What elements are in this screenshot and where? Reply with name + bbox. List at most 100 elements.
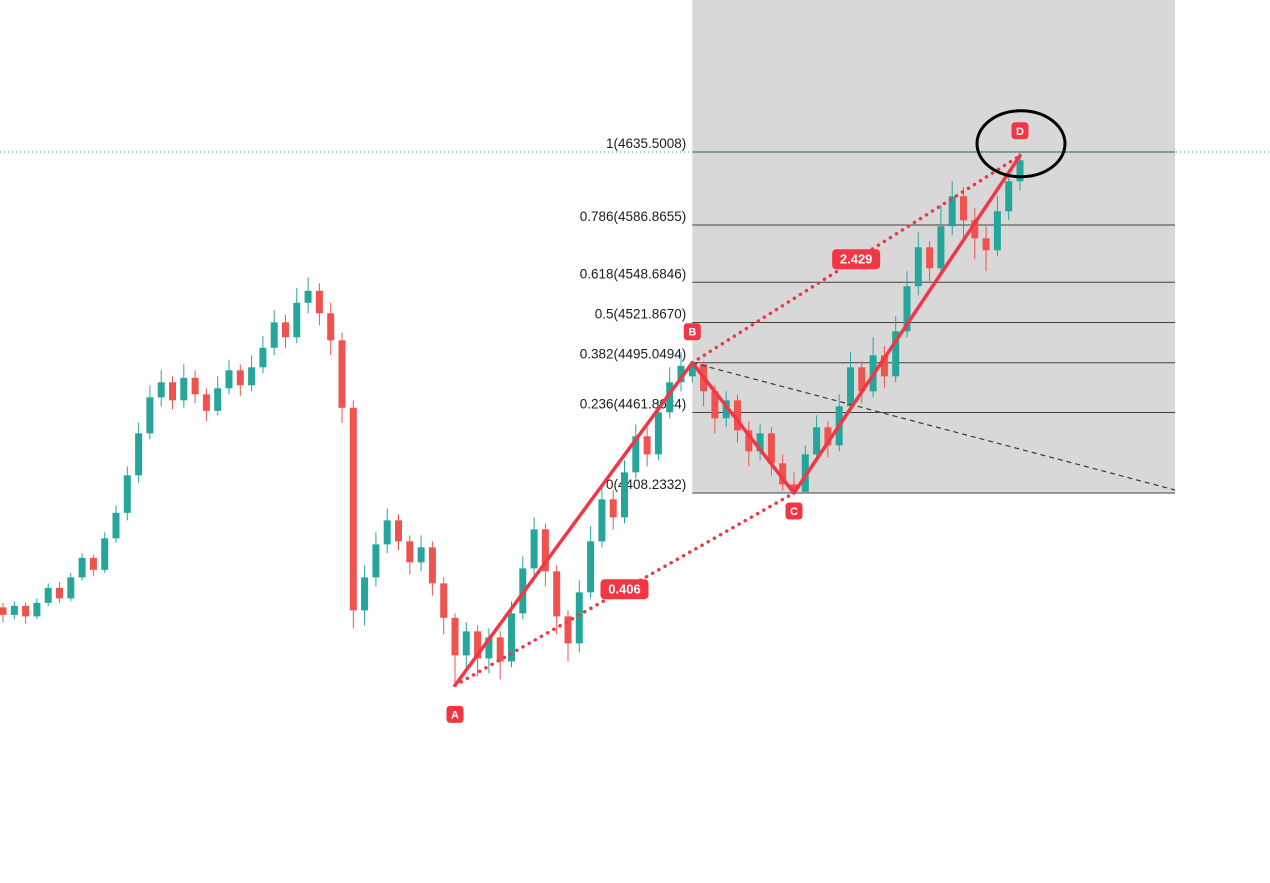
- candle-body: [89, 557, 97, 570]
- candle-body: [971, 220, 979, 239]
- candle-body: [270, 322, 278, 348]
- candle-body: [451, 617, 459, 656]
- candle-body: [711, 391, 719, 419]
- candle-body: [169, 382, 176, 401]
- candle-body: [632, 436, 640, 473]
- candle-body: [1005, 181, 1013, 212]
- candle-body: [372, 544, 380, 578]
- candle-body: [745, 430, 753, 452]
- candle-body: [880, 355, 888, 377]
- point-marker-b[interactable]: B: [683, 323, 701, 341]
- candle-body: [293, 302, 301, 338]
- candle-body: [33, 602, 41, 617]
- candle-body: [157, 382, 165, 398]
- candle-body: [0, 607, 7, 615]
- point-marker-letter: C: [790, 506, 798, 518]
- candle-body: [135, 433, 143, 476]
- fib-label: 0.382(4495.0494): [580, 347, 687, 362]
- candle-body: [858, 367, 866, 392]
- candle-body: [236, 370, 244, 386]
- candle-body: [112, 512, 120, 539]
- point-marker-letter: A: [451, 709, 459, 721]
- ratio-label-ac[interactable]: 0.406: [600, 579, 649, 600]
- candle-body: [767, 433, 775, 464]
- point-marker-a[interactable]: A: [446, 705, 464, 723]
- point-marker-box: [446, 705, 464, 723]
- fib-extension-zone[interactable]: [692, 0, 1175, 493]
- candle-body: [779, 463, 787, 485]
- pattern-ratio-line-bd[interactable]: [690, 154, 1022, 365]
- candle-body: [508, 613, 515, 662]
- candle-body: [214, 388, 222, 411]
- candle-body: [598, 499, 606, 542]
- candle-body: [587, 541, 595, 593]
- candle-body: [948, 196, 956, 227]
- pattern-leg-cd[interactable]: [792, 154, 1022, 495]
- candle-body: [78, 557, 86, 578]
- candle-body: [654, 412, 662, 455]
- candle-body: [191, 377, 199, 395]
- candle-body: [847, 367, 854, 407]
- candle-body: [993, 211, 1001, 251]
- candle-body: [1016, 160, 1024, 182]
- candles: [0, 152, 1024, 683]
- candle-body: [259, 347, 267, 368]
- point-marker-c[interactable]: C: [785, 502, 803, 520]
- candle-body: [225, 370, 233, 389]
- fib-label: 1(4635.5008): [606, 136, 686, 151]
- candle-body: [428, 547, 436, 584]
- candle-body: [960, 196, 967, 221]
- candle-body: [485, 637, 493, 659]
- candle-body: [338, 340, 346, 408]
- candle-body: [417, 547, 425, 563]
- candle-body: [982, 238, 990, 251]
- ratio-label-bd[interactable]: 2.429: [832, 249, 881, 270]
- candle-body: [496, 637, 504, 662]
- candle-body: [937, 226, 945, 269]
- point-marker-letter: B: [688, 327, 696, 339]
- point-marker-box: [683, 323, 701, 341]
- candle-body: [395, 520, 402, 542]
- candle-body: [666, 382, 674, 413]
- candle-body: [892, 331, 900, 377]
- ratio-label-text: 0.406: [608, 582, 641, 597]
- pattern-leg-ab[interactable]: [453, 360, 695, 688]
- fib-label: 0.618(4548.6846): [580, 266, 687, 281]
- fib-label: 0(4408.2332): [606, 477, 686, 492]
- highlight-ellipse[interactable]: [975, 109, 1067, 179]
- candle-body: [541, 529, 549, 572]
- candle-body: [180, 377, 188, 401]
- candle-body: [146, 397, 154, 434]
- candle-body: [824, 427, 832, 446]
- candle-body: [914, 247, 922, 287]
- pattern-leg-bc[interactable]: [690, 360, 796, 495]
- candle-body: [22, 605, 30, 617]
- candle-body: [734, 400, 741, 431]
- candle-body: [575, 592, 583, 644]
- candle-body: [903, 286, 911, 332]
- candle-body: [282, 322, 289, 338]
- candle-body: [67, 577, 75, 599]
- candle-body: [677, 365, 685, 383]
- candle-body: [790, 484, 798, 492]
- candle-body: [327, 313, 335, 341]
- pattern-ratio-line-ac[interactable]: [453, 491, 796, 688]
- candle-body: [926, 247, 934, 269]
- candle-body: [123, 475, 131, 513]
- candle-body: [440, 583, 448, 618]
- candle-body: [722, 400, 730, 419]
- ratio-label-box: [832, 249, 881, 270]
- candle-body: [248, 367, 256, 386]
- candle-body: [462, 631, 470, 656]
- projection-dashed-line[interactable]: [692, 362, 1176, 491]
- candle-body: [383, 520, 391, 545]
- candle-body: [44, 587, 52, 603]
- candle-body: [361, 577, 369, 611]
- candle-body: [474, 631, 482, 659]
- ratio-label-box: [600, 579, 649, 600]
- fib-label: 0.786(4586.8655): [580, 209, 687, 224]
- point-marker-d[interactable]: D: [1011, 122, 1029, 140]
- point-marker-box: [785, 502, 803, 520]
